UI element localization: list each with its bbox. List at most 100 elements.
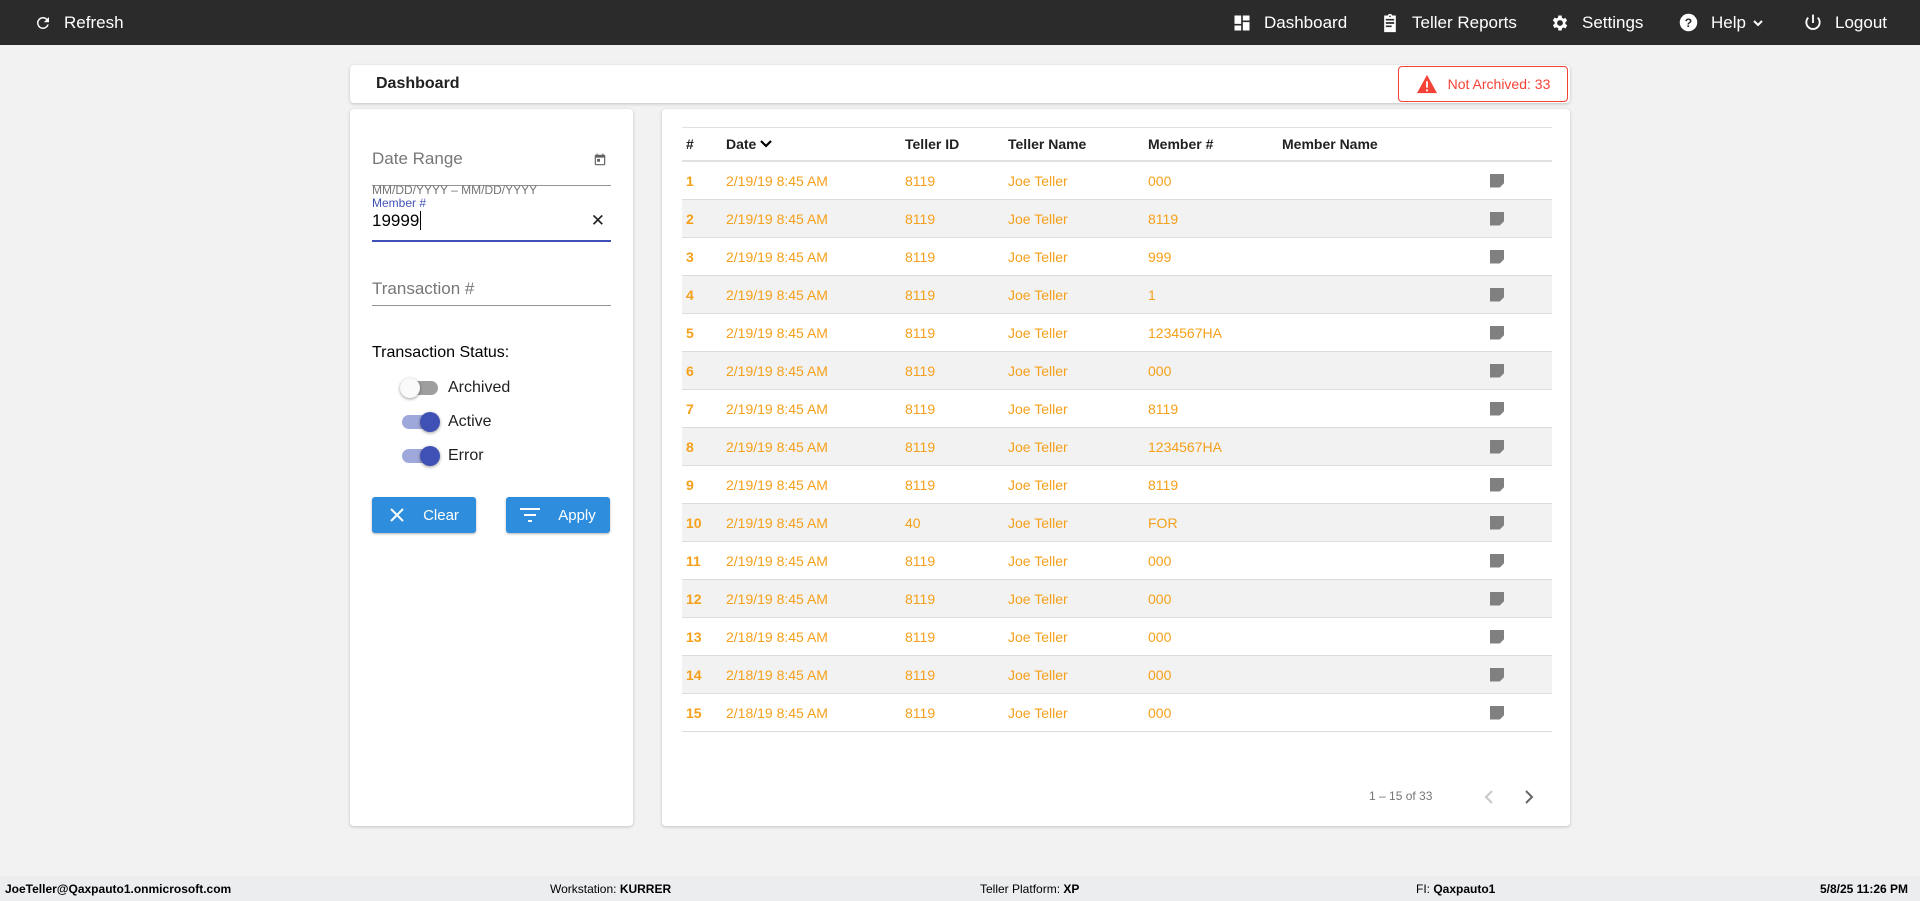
dashboard-icon bbox=[1234, 15, 1250, 30]
workstation-label: Workstation: bbox=[550, 882, 620, 896]
row-number: 3 bbox=[686, 248, 694, 265]
note-icon[interactable] bbox=[1490, 515, 1504, 530]
note-icon[interactable] bbox=[1490, 363, 1504, 378]
row-teller-name: Joe Teller bbox=[1008, 628, 1068, 645]
table-row[interactable]: 1 2/19/19 8:45 AM 8119 Joe Teller 000 bbox=[682, 162, 1552, 200]
date-range-field[interactable]: Date Range bbox=[372, 149, 611, 186]
toggle-track bbox=[400, 378, 438, 398]
calendar-icon[interactable] bbox=[593, 153, 607, 167]
transaction-field[interactable]: Transaction # bbox=[372, 279, 611, 306]
row-member-number: 000 bbox=[1148, 704, 1172, 721]
row-teller-name: Joe Teller bbox=[1008, 248, 1068, 265]
note-icon[interactable] bbox=[1490, 477, 1504, 492]
table-row[interactable]: 5 2/19/19 8:45 AM 8119 Joe Teller 1234567HA bbox=[682, 314, 1552, 352]
table-row[interactable]: 13 2/18/19 8:45 AM 8119 Joe Teller 000 bbox=[682, 618, 1552, 656]
workstation-value: KURRER bbox=[619, 882, 672, 896]
note-icon[interactable] bbox=[1490, 249, 1504, 264]
toggle-label: Active bbox=[448, 413, 492, 430]
close-icon bbox=[390, 508, 404, 522]
table-row[interactable]: 7 2/19/19 8:45 AM 8119 Joe Teller 8119 bbox=[682, 390, 1552, 428]
row-teller-name: Joe Teller bbox=[1008, 172, 1068, 189]
apply-button[interactable]: Apply bbox=[506, 497, 610, 533]
table-row[interactable]: 12 2/19/19 8:45 AM 8119 Joe Teller 000 bbox=[682, 580, 1552, 618]
power-icon bbox=[1805, 14, 1821, 30]
nav-logout[interactable]: Logout bbox=[1803, 0, 1887, 45]
row-number: 14 bbox=[686, 666, 702, 683]
row-teller-name: Joe Teller bbox=[1008, 324, 1068, 341]
row-number: 6 bbox=[686, 362, 694, 379]
note-icon[interactable] bbox=[1490, 553, 1504, 568]
refresh-button[interactable]: Refresh bbox=[34, 0, 124, 45]
not-archived-badge[interactable]: Not Archived: 33 bbox=[1398, 66, 1568, 102]
toggle-active[interactable]: Active bbox=[402, 412, 492, 432]
row-member-number: 000 bbox=[1148, 172, 1172, 189]
table-row[interactable]: 9 2/19/19 8:45 AM 8119 Joe Teller 8119 bbox=[682, 466, 1552, 504]
table-row[interactable]: 2 2/19/19 8:45 AM 8119 Joe Teller 8119 bbox=[682, 200, 1552, 238]
row-date: 2/19/19 8:45 AM bbox=[726, 362, 828, 379]
clear-label: Clear bbox=[423, 506, 459, 524]
transactions-panel: # Date Teller ID Teller Name Member # Me… bbox=[662, 109, 1570, 826]
row-teller-name: Joe Teller bbox=[1008, 438, 1068, 455]
nav-settings[interactable]: Settings bbox=[1550, 0, 1643, 45]
nav-teller-reports[interactable]: Teller Reports bbox=[1380, 0, 1517, 45]
row-member-number: 1 bbox=[1148, 286, 1156, 303]
row-member-number: FOR bbox=[1148, 514, 1178, 531]
row-number: 15 bbox=[686, 704, 702, 721]
warning-icon bbox=[1416, 74, 1437, 94]
row-teller-name: Joe Teller bbox=[1008, 286, 1068, 303]
note-icon[interactable] bbox=[1490, 629, 1504, 644]
clear-input-icon[interactable]: ✕ bbox=[590, 211, 605, 230]
note-icon[interactable] bbox=[1490, 211, 1504, 226]
table-row[interactable]: 15 2/18/19 8:45 AM 8119 Joe Teller 000 bbox=[682, 694, 1552, 732]
table-row[interactable]: 10 2/19/19 8:45 AM 40 Joe Teller FOR bbox=[682, 504, 1552, 542]
member-value: 19999 bbox=[372, 211, 422, 230]
table-row[interactable]: 14 2/18/19 8:45 AM 8119 Joe Teller 000 bbox=[682, 656, 1552, 694]
note-icon[interactable] bbox=[1490, 401, 1504, 416]
toggle-error[interactable]: Error bbox=[402, 446, 484, 466]
row-date: 2/19/19 8:45 AM bbox=[726, 286, 828, 303]
nav-dashboard[interactable]: Dashboard bbox=[1232, 0, 1347, 45]
member-input[interactable]: 19999 ✕ bbox=[372, 211, 611, 242]
row-teller-id: 8119 bbox=[905, 362, 936, 379]
note-icon[interactable] bbox=[1490, 173, 1504, 188]
row-date: 2/19/19 8:45 AM bbox=[726, 590, 828, 607]
apply-label: Apply bbox=[558, 506, 596, 524]
prev-page-icon[interactable] bbox=[1482, 789, 1496, 805]
row-date: 2/19/19 8:45 AM bbox=[726, 210, 828, 227]
member-label: Member # bbox=[372, 196, 427, 210]
col-date[interactable]: Date bbox=[726, 136, 773, 152]
nav-help[interactable]: ? Help bbox=[1678, 0, 1764, 45]
toggle-archived[interactable]: Archived bbox=[400, 378, 510, 398]
row-teller-id: 8119 bbox=[905, 438, 936, 455]
table-row[interactable]: 4 2/19/19 8:45 AM 8119 Joe Teller 1 bbox=[682, 276, 1552, 314]
row-number: 4 bbox=[686, 286, 694, 303]
note-icon[interactable] bbox=[1490, 287, 1504, 302]
row-member-number: 8119 bbox=[1148, 400, 1179, 417]
fi-value: Qaxpauto1 bbox=[1433, 882, 1496, 896]
chevron-down-icon bbox=[1753, 19, 1763, 26]
table-row[interactable]: 3 2/19/19 8:45 AM 8119 Joe Teller 999 bbox=[682, 238, 1552, 276]
note-icon[interactable] bbox=[1490, 705, 1504, 720]
row-teller-name: Joe Teller bbox=[1008, 704, 1068, 721]
row-number: 7 bbox=[686, 400, 694, 417]
gear-icon bbox=[1552, 15, 1568, 30]
date-range-label: Date Range bbox=[372, 149, 463, 168]
row-teller-name: Joe Teller bbox=[1008, 666, 1068, 683]
table-row[interactable]: 8 2/19/19 8:45 AM 8119 Joe Teller 1234567HA bbox=[682, 428, 1552, 466]
row-teller-id: 8119 bbox=[905, 552, 936, 569]
next-page-icon[interactable] bbox=[1522, 789, 1536, 805]
note-icon[interactable] bbox=[1490, 439, 1504, 454]
clear-button[interactable]: Clear bbox=[372, 497, 476, 533]
refresh-icon bbox=[36, 16, 49, 29]
row-teller-name: Joe Teller bbox=[1008, 362, 1068, 379]
row-member-number: 000 bbox=[1148, 628, 1172, 645]
note-icon[interactable] bbox=[1490, 667, 1504, 682]
row-teller-name: Joe Teller bbox=[1008, 514, 1068, 531]
note-icon[interactable] bbox=[1490, 325, 1504, 340]
table-row[interactable]: 11 2/19/19 8:45 AM 8119 Joe Teller 000 bbox=[682, 542, 1552, 580]
row-teller-name: Joe Teller bbox=[1008, 476, 1068, 493]
footer-platform: Teller Platform: XP bbox=[980, 882, 1079, 896]
table-row[interactable]: 6 2/19/19 8:45 AM 8119 Joe Teller 000 bbox=[682, 352, 1552, 390]
page-header: Dashboard Not Archived: 33 bbox=[350, 65, 1570, 103]
note-icon[interactable] bbox=[1490, 591, 1504, 606]
